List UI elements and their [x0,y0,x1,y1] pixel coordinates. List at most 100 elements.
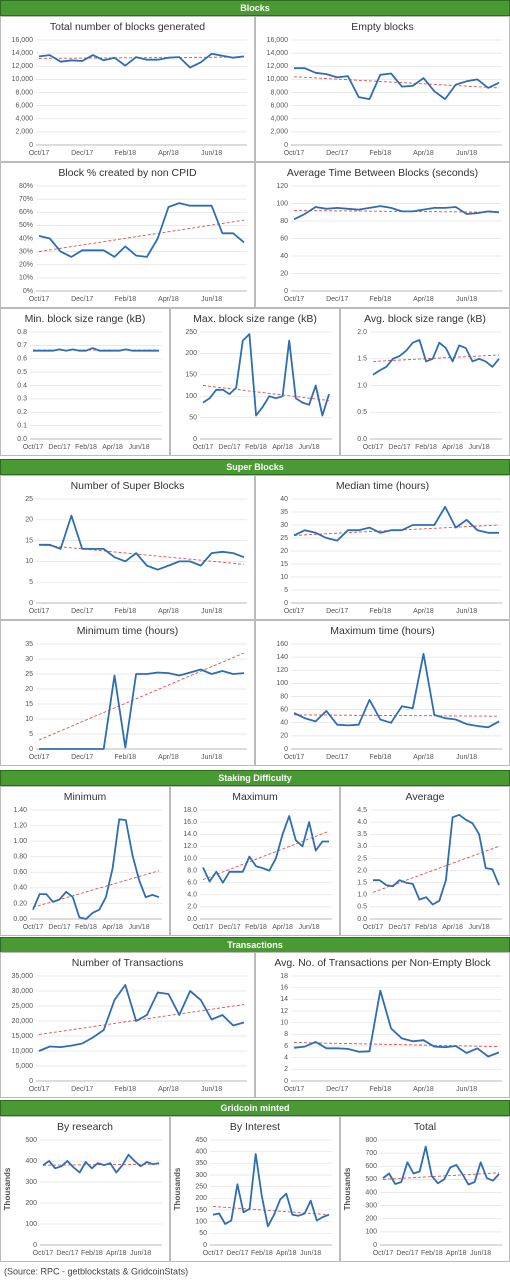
y-tick-label: 16,000 [12,37,34,44]
x-tick-label: Oct/17 [284,754,305,761]
y-tick-label: 0.0 [187,916,197,923]
x-tick-label: Jun/18 [201,150,222,157]
y-tick-label: 35 [280,509,288,516]
y-tick-label: 5,000 [15,1063,33,1070]
y-tick-label: 0 [373,1242,377,1249]
y-tick-label: 0 [284,600,288,607]
x-tick-label: Apr/18 [158,754,179,761]
y-tick-label: 6,000 [15,102,33,109]
y-tick-label: 150 [195,1207,207,1214]
y-tick-label: 200 [25,1200,37,1207]
y-tick-label: 0 [29,600,33,607]
x-tick-label: Jun/18 [201,1086,222,1093]
data-line [33,347,159,352]
y-tick-label: 100 [276,200,288,207]
chart-title: Empty blocks [351,21,413,33]
data-line [293,205,500,221]
y-tick-label: 20 [280,270,288,277]
y-tick-label: 50% [19,222,33,229]
chart-title: Maximum [232,791,278,803]
x-tick-label: Jun/18 [470,1250,491,1257]
y-tick-label: 100 [25,1221,37,1228]
section-title: Super Blocks [226,462,284,472]
x-tick-label: Oct/17 [29,608,50,615]
y-tick-label: 400 [365,1189,377,1196]
y-tick-label: 18.0 [183,807,197,814]
y-tick-label: 200 [195,1195,207,1202]
x-tick-label: Feb/18 [75,924,97,931]
chart-title: Min. block size range (kB) [25,313,146,325]
y-tick-label: 2.0 [187,904,197,911]
y-tick-label: 4.5 [357,807,367,814]
y-tick-label: 0.2 [17,409,27,416]
x-tick-label: Dec/17 [388,444,410,451]
chart-frame [0,620,255,766]
x-tick-label: Apr/18 [413,296,434,303]
y-tick-label: 70% [19,196,33,203]
y-tick-label: 1.20 [13,822,27,829]
x-tick-label: Jun/18 [456,296,477,303]
y-tick-label: 0.40 [13,885,27,892]
chart-frame [340,786,510,936]
x-tick-label: Apr/18 [158,150,179,157]
y-tick-label: 1.0 [357,892,367,899]
x-tick-label: Dec/17 [326,754,348,761]
y-tick-label: 20 [280,733,288,740]
x-tick-label: Apr/18 [102,924,123,931]
y-tick-label: 10.0 [183,855,197,862]
y-tick-label: 30 [25,656,33,663]
chart-title: Max. block size range (kB) [193,313,317,325]
y-tick-label: 1.0 [357,382,367,389]
y-tick-label: 0.0 [357,436,367,443]
y-tick-label: 2,000 [270,129,288,136]
y-tick-label: 150 [185,372,197,379]
y-tick-label: 20 [25,517,33,524]
chart-title: By Interest [230,1121,280,1133]
x-tick-label: Feb/18 [369,150,391,157]
y-tick-label: 2.5 [357,855,367,862]
trend-line [382,1172,500,1180]
y-tick-label: 35,000 [12,973,34,980]
data-line [39,668,245,750]
x-tick-label: Feb/18 [245,444,267,451]
x-tick-label: Apr/18 [276,1250,297,1257]
y-tick-label: 35 [25,641,33,648]
x-tick-label: Feb/18 [75,444,97,451]
x-tick-label: Dec/17 [71,150,93,157]
y-tick-label: 1.40 [13,807,27,814]
y-tick-label: 40 [280,720,288,727]
y-tick-label: 12,000 [267,63,289,70]
y-tick-label: 8,000 [15,89,33,96]
y-tick-label: 20,000 [12,1018,34,1025]
y-tick-label: 400 [195,1149,207,1156]
y-tick-label: 20 [280,548,288,555]
x-tick-label: Dec/17 [396,1250,418,1257]
y-tick-label: 3.0 [357,843,367,850]
y-tick-label: 140 [276,654,288,661]
y-tick-label: 80% [19,183,33,190]
chart-title: Minimum time (hours) [77,625,179,637]
x-tick-label: Oct/17 [193,444,214,451]
trend-line [38,1004,245,1035]
data-line [212,1153,330,1228]
x-tick-label: Feb/18 [415,444,437,451]
chart-frame [255,952,510,1098]
y-tick-label: 14,000 [267,50,289,57]
x-tick-label: Oct/17 [284,296,305,303]
x-tick-label: Dec/17 [326,296,348,303]
y-tick-label: 2,000 [15,129,33,136]
y-tick-label: 6,000 [270,102,288,109]
y-tick-label: 0 [29,746,33,753]
chart-title: Total number of blocks generated [50,21,205,33]
y-tick-label: 3.5 [357,831,367,838]
x-tick-label: Feb/18 [369,608,391,615]
x-tick-label: Jun/18 [201,296,222,303]
y-tick-label: 8 [284,1031,288,1038]
y-tick-label: 14,000 [12,50,34,57]
y-tick-label: 10 [25,558,33,565]
chart-title: Total [414,1121,436,1133]
trend-line [38,652,245,741]
y-tick-label: 5 [29,579,33,586]
x-tick-label: Feb/18 [114,150,136,157]
